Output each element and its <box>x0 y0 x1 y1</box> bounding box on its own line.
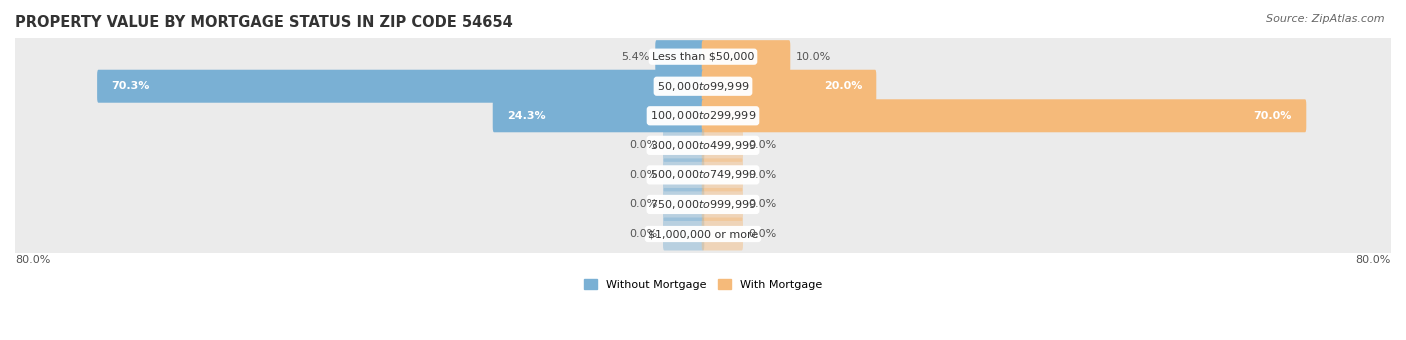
FancyBboxPatch shape <box>13 33 1393 80</box>
FancyBboxPatch shape <box>702 40 790 73</box>
Text: Less than $50,000: Less than $50,000 <box>652 52 754 62</box>
Text: $50,000 to $99,999: $50,000 to $99,999 <box>657 80 749 93</box>
Text: 70.3%: 70.3% <box>111 81 149 91</box>
Text: 70.0%: 70.0% <box>1254 111 1292 121</box>
FancyBboxPatch shape <box>664 158 704 191</box>
Text: 80.0%: 80.0% <box>1355 255 1391 265</box>
FancyBboxPatch shape <box>702 70 876 103</box>
Text: 0.0%: 0.0% <box>628 229 658 239</box>
FancyBboxPatch shape <box>655 40 704 73</box>
Text: $750,000 to $999,999: $750,000 to $999,999 <box>650 198 756 211</box>
FancyBboxPatch shape <box>702 129 742 162</box>
FancyBboxPatch shape <box>702 188 742 221</box>
Text: 0.0%: 0.0% <box>748 170 778 180</box>
FancyBboxPatch shape <box>664 218 704 251</box>
Text: 0.0%: 0.0% <box>628 200 658 209</box>
FancyBboxPatch shape <box>13 151 1393 199</box>
FancyBboxPatch shape <box>702 99 1306 132</box>
FancyBboxPatch shape <box>13 92 1393 139</box>
Text: 0.0%: 0.0% <box>628 170 658 180</box>
Text: 10.0%: 10.0% <box>796 52 831 62</box>
FancyBboxPatch shape <box>13 122 1393 169</box>
Legend: Without Mortgage, With Mortgage: Without Mortgage, With Mortgage <box>579 275 827 294</box>
FancyBboxPatch shape <box>702 158 742 191</box>
FancyBboxPatch shape <box>13 181 1393 228</box>
FancyBboxPatch shape <box>97 70 704 103</box>
FancyBboxPatch shape <box>664 129 704 162</box>
Text: 0.0%: 0.0% <box>628 140 658 150</box>
FancyBboxPatch shape <box>13 63 1393 110</box>
Text: 0.0%: 0.0% <box>748 200 778 209</box>
FancyBboxPatch shape <box>492 99 704 132</box>
Text: 5.4%: 5.4% <box>621 52 650 62</box>
Text: $500,000 to $749,999: $500,000 to $749,999 <box>650 168 756 182</box>
FancyBboxPatch shape <box>664 188 704 221</box>
FancyBboxPatch shape <box>13 210 1393 258</box>
Text: 24.3%: 24.3% <box>508 111 546 121</box>
Text: $300,000 to $499,999: $300,000 to $499,999 <box>650 139 756 152</box>
Text: 20.0%: 20.0% <box>824 81 862 91</box>
Text: Source: ZipAtlas.com: Source: ZipAtlas.com <box>1267 14 1385 23</box>
Text: 0.0%: 0.0% <box>748 140 778 150</box>
Text: PROPERTY VALUE BY MORTGAGE STATUS IN ZIP CODE 54654: PROPERTY VALUE BY MORTGAGE STATUS IN ZIP… <box>15 15 513 30</box>
Text: $100,000 to $299,999: $100,000 to $299,999 <box>650 109 756 122</box>
Text: 0.0%: 0.0% <box>748 229 778 239</box>
Text: 80.0%: 80.0% <box>15 255 51 265</box>
Text: $1,000,000 or more: $1,000,000 or more <box>648 229 758 239</box>
FancyBboxPatch shape <box>702 218 742 251</box>
